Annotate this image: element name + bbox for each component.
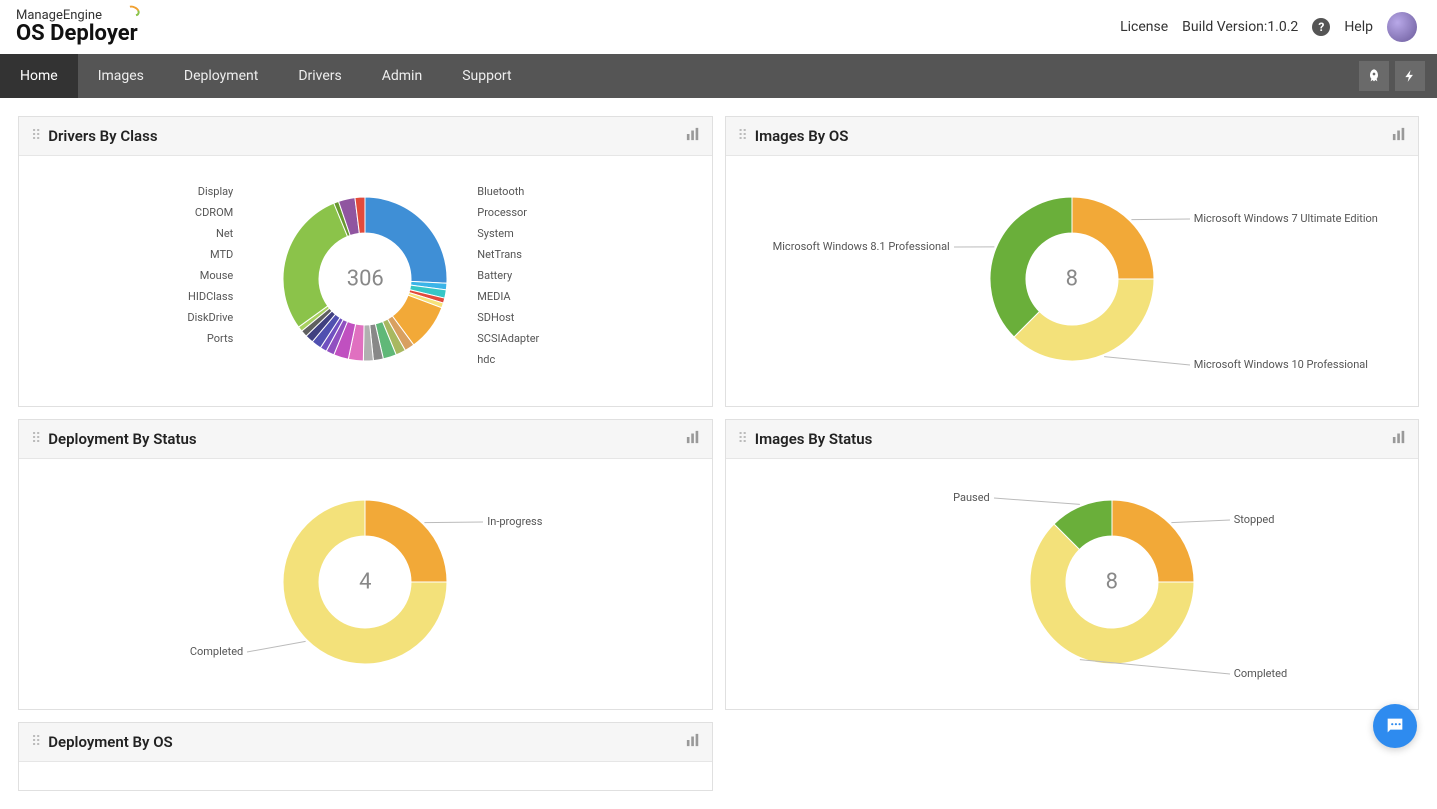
panel-header: ⠿ Drivers By Class	[19, 117, 712, 156]
chart-type-icon[interactable]	[1392, 127, 1406, 145]
panel-title: Deployment By OS	[48, 733, 172, 751]
donut-slice-label: Ports	[207, 332, 233, 345]
donut-slice[interactable]	[283, 203, 348, 327]
nav-item-deployment[interactable]: Deployment	[164, 54, 278, 98]
help-link[interactable]: Help	[1344, 19, 1373, 35]
donut-slice[interactable]	[365, 500, 447, 582]
logo-product: OS Deployer	[16, 21, 138, 46]
donut-slice-label: In-progress	[487, 515, 542, 528]
rocket-icon[interactable]	[1359, 61, 1389, 91]
donut-slice-label: NetTrans	[477, 248, 522, 261]
nav-item-drivers[interactable]: Drivers	[278, 54, 361, 98]
panel-body	[19, 762, 712, 790]
chart-type-icon[interactable]	[1392, 430, 1406, 448]
panel-body: 306 Display CDROM Net MTD Mouse HIDClass DiskDr…	[19, 156, 712, 406]
dashboard: ⠿ Drivers By Class 306 Display CDROM Net MTD…	[0, 98, 1437, 809]
donut-slice-label: Paused	[953, 491, 990, 504]
panel-header: ⠿ Deployment By OS	[19, 723, 712, 762]
nav-item-images[interactable]: Images	[78, 54, 164, 98]
donut-slice-label: HIDClass	[188, 290, 233, 303]
chart-type-icon[interactable]	[686, 127, 700, 145]
donut-slice-label: System	[477, 227, 514, 240]
panel-deployment-by-status: ⠿ Deployment By Status 4 In-progress Compl…	[18, 419, 713, 710]
donut-slice-label: MTD	[210, 248, 233, 261]
donut-slice-label: Completed	[190, 645, 243, 658]
donut-slice-label: Display	[198, 185, 234, 198]
nav-bar: Home Images Deployment Drivers Admin Sup…	[0, 54, 1437, 98]
panel-header: ⠿ Images By Status	[726, 420, 1419, 459]
donut-slice-label: Net	[216, 227, 233, 240]
chat-fab-icon[interactable]	[1373, 704, 1417, 748]
donut-chart-deployment-status: 4 In-progress Completed	[105, 472, 625, 696]
panel-title: Images By Status	[755, 430, 873, 448]
donut-slice[interactable]	[1072, 197, 1154, 279]
donut-center-value: 4	[359, 570, 371, 595]
donut-slice-label: MEDIA	[477, 290, 510, 303]
drag-handle-icon[interactable]: ⠿	[31, 734, 40, 750]
nav-item-home[interactable]: Home	[0, 54, 78, 98]
donut-chart-drivers: 306 Display CDROM Net MTD Mouse HIDClass DiskDr…	[105, 169, 625, 393]
panel-title: Images By OS	[755, 127, 849, 145]
bolt-icon[interactable]	[1395, 61, 1425, 91]
logo-block: ManageEngine OS Deployer	[16, 8, 138, 46]
donut-center-value: 306	[347, 267, 384, 292]
donut-center-value: 8	[1066, 267, 1078, 292]
donut-slice-label: Stopped	[1234, 513, 1275, 526]
donut-chart-images-os: 8 Microsoft Windows 7 Ultimate Edition Mic…	[762, 169, 1382, 393]
donut-slice-label: Microsoft Windows 7 Ultimate Edition	[1194, 212, 1378, 225]
panel-title: Drivers By Class	[48, 127, 157, 145]
panel-body: 8 Stopped Completed Paused	[726, 459, 1419, 709]
nav-action-icons	[1359, 61, 1425, 91]
drag-handle-icon[interactable]: ⠿	[738, 431, 747, 447]
donut-slice-label: Microsoft Windows 8.1 Professional	[773, 240, 950, 253]
build-version: Build Version:1.0.2	[1182, 19, 1298, 35]
donut-slice-label: CDROM	[195, 206, 233, 219]
help-icon[interactable]: ?	[1312, 18, 1330, 36]
donut-slice-label: Microsoft Windows 10 Professional	[1194, 358, 1368, 371]
donut-slice[interactable]	[990, 197, 1072, 337]
nav-item-admin[interactable]: Admin	[362, 54, 442, 98]
panel-body: 4 In-progress Completed	[19, 459, 712, 709]
drag-handle-icon[interactable]: ⠿	[738, 128, 747, 144]
donut-slice-label: SDHost	[477, 311, 514, 324]
panel-body: 8 Microsoft Windows 7 Ultimate Edition Mic…	[726, 156, 1419, 406]
top-right: License Build Version:1.0.2 ? Help	[1120, 12, 1417, 42]
donut-slice-label: Battery	[477, 269, 512, 282]
panel-deployment-by-os: ⠿ Deployment By OS	[18, 722, 713, 791]
donut-slice-label: hdc	[477, 353, 495, 366]
panel-header: ⠿ Images By OS	[726, 117, 1419, 156]
donut-slice-label: Completed	[1234, 667, 1287, 680]
logo-brand: ManageEngine	[16, 8, 138, 23]
donut-chart-images-status: 8 Stopped Completed Paused	[812, 472, 1332, 696]
donut-slice-label: DiskDrive	[187, 311, 233, 324]
panel-title: Deployment By Status	[48, 430, 196, 448]
panel-images-by-status: ⠿ Images By Status 8 Stopped Completed Paus…	[725, 419, 1420, 710]
panel-images-by-os: ⠿ Images By OS 8 Microsoft Windows 7 Ulti…	[725, 116, 1420, 407]
nav-items: Home Images Deployment Drivers Admin Sup…	[0, 54, 532, 98]
chart-type-icon[interactable]	[686, 430, 700, 448]
avatar[interactable]	[1387, 12, 1417, 42]
top-bar: ManageEngine OS Deployer License Build V…	[0, 0, 1437, 54]
donut-slice-label: Mouse	[200, 269, 233, 282]
donut-slice-label: Bluetooth	[477, 185, 524, 198]
nav-item-support[interactable]: Support	[442, 54, 531, 98]
donut-slice[interactable]	[1112, 500, 1194, 582]
chart-type-icon[interactable]	[686, 733, 700, 751]
panel-header: ⠿ Deployment By Status	[19, 420, 712, 459]
drag-handle-icon[interactable]: ⠿	[31, 431, 40, 447]
donut-slice[interactable]	[1014, 279, 1154, 361]
donut-center-value: 8	[1106, 570, 1118, 595]
donut-slice-label: SCSIAdapter	[477, 332, 539, 345]
donut-slice-label: Processor	[477, 206, 527, 219]
drag-handle-icon[interactable]: ⠿	[31, 128, 40, 144]
panel-drivers-by-class: ⠿ Drivers By Class 306 Display CDROM Net MTD…	[18, 116, 713, 407]
license-link[interactable]: License	[1120, 19, 1168, 35]
